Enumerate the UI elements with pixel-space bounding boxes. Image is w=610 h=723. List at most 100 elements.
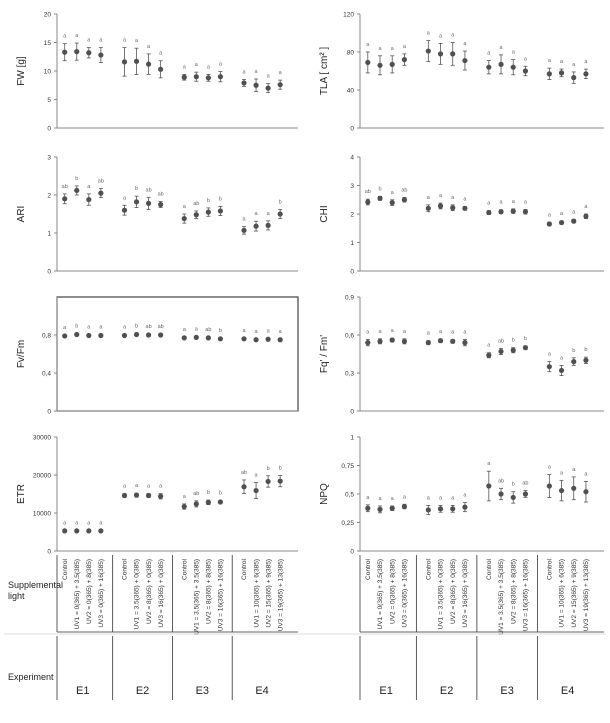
significance-letter: a bbox=[451, 495, 455, 501]
data-point bbox=[62, 333, 68, 339]
data-point bbox=[583, 213, 589, 219]
condition-label: UV3 = 19(365) + 13(385) bbox=[583, 559, 590, 631]
data-point bbox=[133, 58, 140, 64]
condition-label: Control bbox=[62, 558, 69, 580]
data-point bbox=[377, 195, 383, 201]
data-point bbox=[425, 205, 431, 211]
condition-label: UV1 = 3.5(365) + 3.5(385) bbox=[193, 559, 200, 635]
data-point bbox=[145, 492, 152, 499]
data-point bbox=[546, 71, 552, 77]
significance-letter: a bbox=[487, 201, 491, 207]
condition-label: UV1 = 10(365) + 6(385) bbox=[559, 559, 566, 628]
data-point bbox=[401, 57, 408, 63]
significance-letter: a bbox=[548, 352, 552, 358]
significance-letter: a bbox=[279, 329, 283, 335]
significance-letter: a bbox=[147, 44, 151, 50]
significance-letter: a bbox=[487, 51, 491, 57]
significance-letter: ab bbox=[498, 478, 504, 484]
data-point bbox=[74, 49, 80, 55]
significance-letter: b bbox=[135, 186, 138, 192]
y-tick-label: 0,3 bbox=[345, 371, 354, 378]
significance-letter: a bbox=[403, 44, 407, 50]
significance-letter: a bbox=[267, 328, 271, 334]
data-point bbox=[486, 64, 492, 70]
significance-letter: a bbox=[366, 42, 370, 48]
data-point bbox=[510, 494, 516, 501]
significance-letter: b bbox=[279, 465, 282, 471]
y-tick-label: 4 bbox=[350, 155, 354, 162]
data-point bbox=[571, 359, 577, 365]
experiment-label-e3: E3 bbox=[500, 685, 513, 697]
y-tick-label: 1 bbox=[350, 240, 354, 247]
significance-letter: a bbox=[147, 484, 151, 490]
significance-letter: a bbox=[242, 217, 246, 223]
significance-letter: a bbox=[183, 204, 187, 210]
significance-letter: a bbox=[572, 62, 576, 68]
experiment-label-e4: E4 bbox=[255, 685, 268, 697]
y-tick-label: 0 bbox=[47, 126, 51, 133]
y-tick-label: 10000 bbox=[33, 511, 51, 518]
data-point bbox=[265, 85, 271, 91]
significance-letter: a bbox=[463, 41, 467, 47]
condition-label: UV3 = 16(365) + 0(385) bbox=[158, 559, 165, 628]
experiment-label-e1: E1 bbox=[76, 685, 89, 697]
condition-label: Control bbox=[241, 558, 248, 580]
data-point bbox=[437, 203, 444, 209]
data-point bbox=[425, 507, 431, 513]
significance-letter: a bbox=[427, 195, 431, 201]
significance-letter: a bbox=[463, 493, 467, 499]
y-axis-label: FW [g] bbox=[16, 56, 27, 86]
significance-letter: ab bbox=[205, 327, 211, 333]
data-point bbox=[241, 227, 247, 233]
data-point bbox=[389, 200, 395, 206]
condition-label: Control bbox=[547, 558, 554, 580]
y-axis-label: NPQ bbox=[319, 483, 330, 505]
data-point bbox=[377, 506, 383, 512]
significance-letter: a bbox=[524, 56, 528, 62]
y-tick-label: 20000 bbox=[33, 473, 51, 480]
condition-label: UV1 = 3.5(365) + 3.5(385) bbox=[498, 559, 505, 635]
significance-letter: a bbox=[560, 59, 564, 65]
significance-letter: a bbox=[366, 495, 370, 501]
y-tick-label: 0,8 bbox=[42, 333, 51, 340]
data-point bbox=[253, 337, 259, 343]
data-point bbox=[546, 483, 552, 489]
experiment-label-e3: E3 bbox=[196, 685, 209, 697]
data-point bbox=[450, 506, 456, 512]
significance-letter: b bbox=[75, 324, 78, 330]
y-tick-label: 0,25 bbox=[341, 520, 354, 527]
data-point bbox=[217, 499, 223, 505]
significance-letter: a bbox=[183, 327, 187, 333]
data-point bbox=[401, 503, 408, 510]
data-point bbox=[558, 487, 565, 494]
significance-letter: b bbox=[135, 324, 138, 330]
data-point bbox=[377, 62, 383, 68]
data-point bbox=[583, 71, 589, 77]
y-axis-label: ETR bbox=[16, 484, 27, 504]
significance-letter: a bbox=[87, 325, 91, 331]
condition-label: Control bbox=[365, 558, 372, 580]
significance-letter: a bbox=[378, 46, 382, 52]
significance-letter: a bbox=[267, 211, 271, 217]
y-tick-label: 5 bbox=[47, 97, 51, 104]
significance-letter: ab bbox=[193, 491, 199, 497]
data-point bbox=[437, 338, 444, 344]
significance-letter: b bbox=[207, 198, 210, 204]
condition-label: UV2 = 8(365) + 8(385) bbox=[510, 559, 517, 624]
data-point bbox=[253, 82, 259, 88]
data-point bbox=[437, 51, 444, 57]
data-point bbox=[205, 209, 211, 215]
significance-letter: a bbox=[391, 496, 395, 502]
y-tick-label: 1 bbox=[350, 435, 354, 442]
condition-label: Control bbox=[486, 558, 493, 580]
data-point bbox=[401, 197, 408, 203]
supplemental-light-label: Supplemental light bbox=[8, 580, 63, 601]
data-point bbox=[571, 75, 577, 81]
significance-letter: a bbox=[207, 64, 211, 70]
significance-letter: a bbox=[87, 38, 91, 44]
y-tick-label: 10 bbox=[44, 69, 52, 76]
y-tick-label: 2 bbox=[47, 193, 51, 200]
condition-label: UV2 = 8(365) + 0(385) bbox=[146, 559, 153, 624]
y-tick-label: 3 bbox=[47, 155, 51, 162]
